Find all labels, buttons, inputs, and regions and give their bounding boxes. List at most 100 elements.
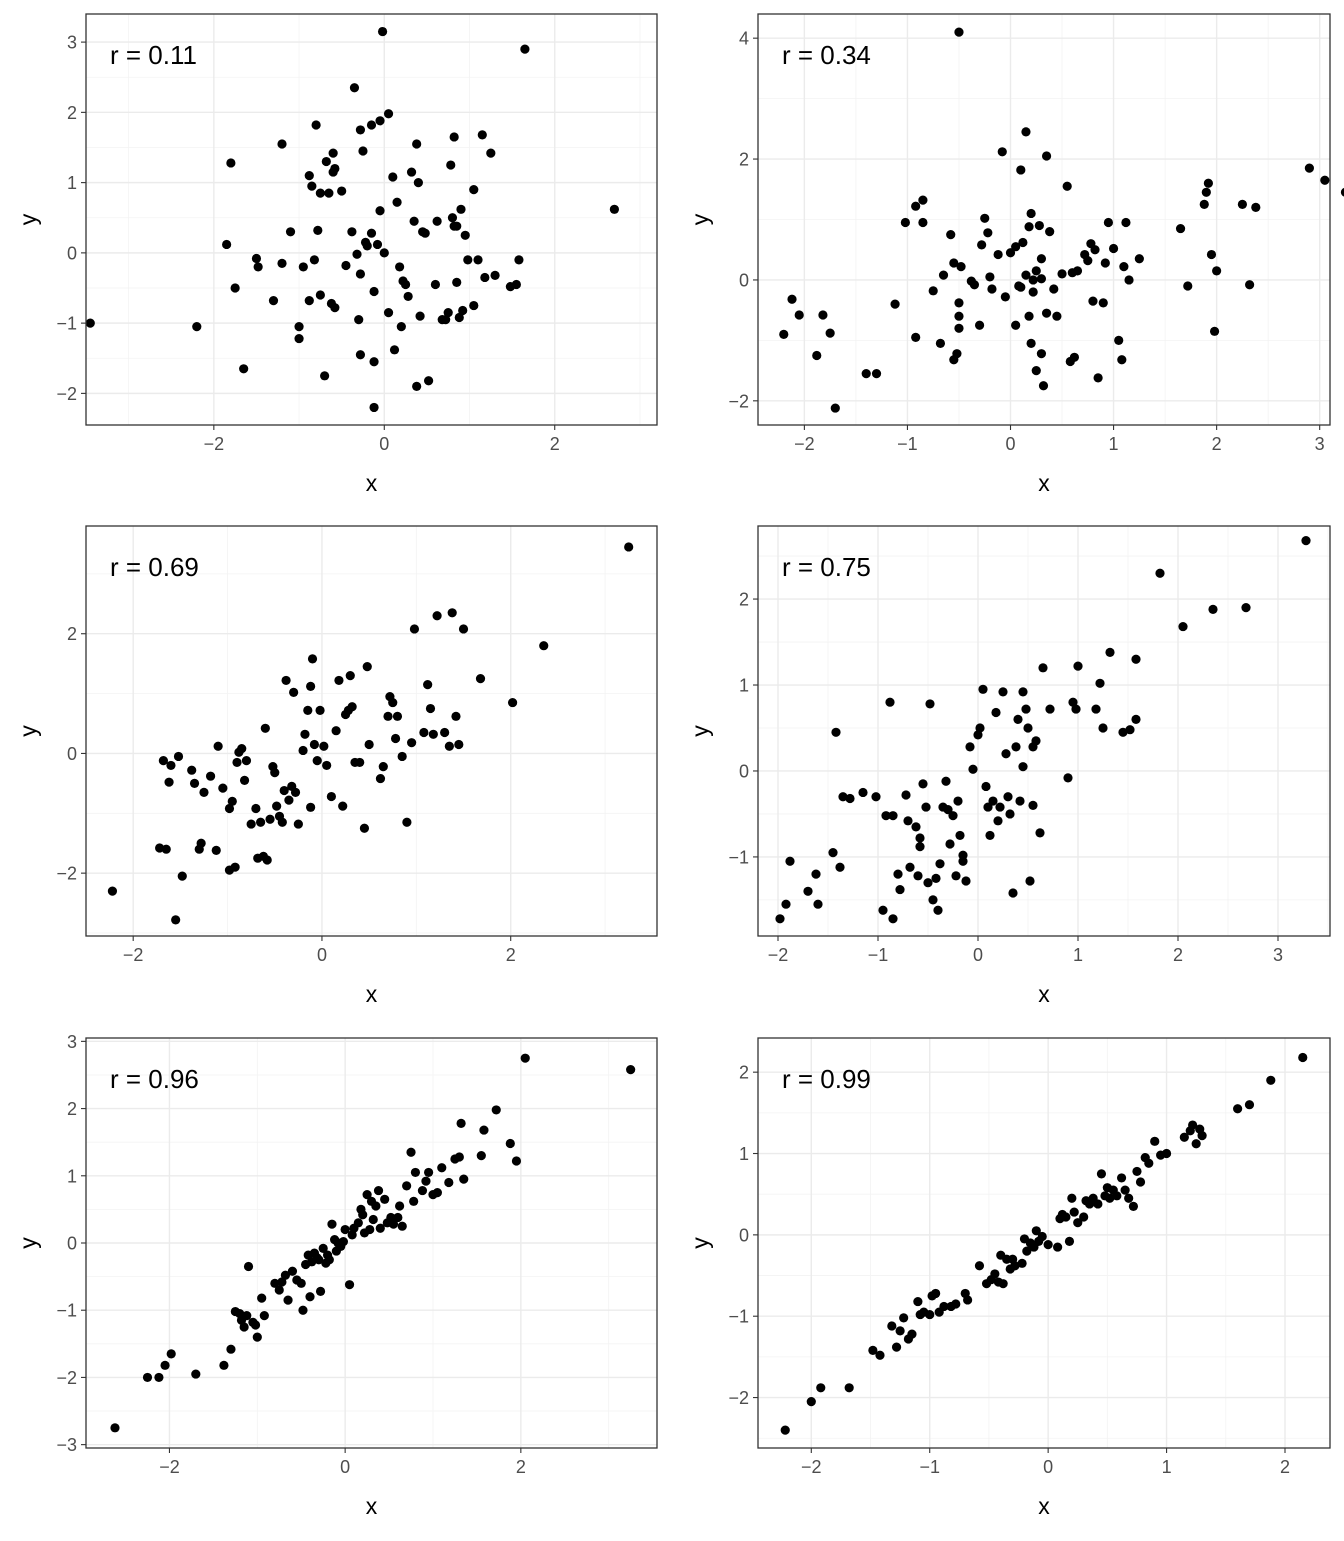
data-point: [931, 1288, 941, 1299]
data-point: [511, 1156, 522, 1166]
x-tick-label: 0: [973, 945, 983, 965]
data-point: [359, 823, 370, 833]
data-point: [369, 286, 379, 297]
data-point: [158, 756, 168, 766]
data-point: [1017, 1258, 1027, 1268]
data-point: [1001, 749, 1011, 759]
data-point: [1100, 258, 1110, 268]
data-point: [988, 796, 998, 806]
data-point: [905, 862, 915, 872]
data-point: [780, 1425, 790, 1435]
data-point: [373, 1185, 384, 1196]
x-tick-label: 1: [1109, 434, 1119, 454]
panel-background: [86, 526, 657, 936]
data-point: [230, 862, 240, 872]
data-point: [871, 792, 881, 802]
panel-2: −2 −1 0 1 2 3 −2 0 2 4 x y r = 0.34: [687, 13, 1344, 496]
data-point: [1016, 165, 1026, 175]
data-point: [1071, 704, 1081, 714]
data-point: [913, 871, 923, 881]
data-point: [918, 195, 928, 205]
data-point: [1098, 723, 1108, 733]
y-tick-label: −1: [728, 847, 749, 867]
data-point: [375, 773, 386, 784]
data-point: [1025, 876, 1035, 886]
data-point: [340, 1224, 350, 1235]
data-point: [473, 255, 483, 265]
data-point: [321, 156, 331, 167]
data-point: [409, 624, 420, 634]
data-point: [935, 859, 945, 869]
data-point: [211, 845, 221, 856]
data-point: [1031, 266, 1041, 276]
data-point: [933, 905, 943, 915]
data-point: [380, 1194, 390, 1204]
data-point: [1069, 352, 1080, 362]
data-point: [307, 181, 317, 191]
data-point: [813, 899, 823, 909]
x-tick-label: −2: [768, 945, 789, 965]
data-point: [830, 403, 840, 413]
data-point: [1095, 678, 1105, 688]
data-point: [307, 654, 318, 664]
data-point: [952, 349, 962, 359]
data-point: [259, 1310, 269, 1321]
data-point: [110, 1423, 120, 1433]
data-point: [388, 697, 398, 708]
data-point: [1000, 292, 1010, 302]
data-point: [1010, 1261, 1020, 1271]
data-point: [447, 608, 457, 618]
data-point: [1088, 296, 1098, 306]
data-point: [392, 711, 403, 721]
data-point: [825, 328, 835, 338]
data-point: [1212, 266, 1222, 276]
y-tick-label: 0: [739, 1225, 749, 1245]
data-point: [475, 674, 486, 684]
data-point: [787, 294, 797, 304]
y-axis-title: y: [15, 213, 41, 225]
data-point: [913, 1296, 923, 1307]
data-point: [1037, 1231, 1047, 1242]
data-point: [309, 739, 319, 750]
data-point: [347, 227, 357, 237]
data-point: [460, 230, 470, 240]
data-point: [303, 705, 313, 715]
data-point: [388, 172, 398, 182]
data-point: [1197, 1131, 1207, 1141]
data-point: [954, 311, 964, 321]
y-tick-label: 0: [739, 761, 749, 781]
data-point: [284, 795, 294, 805]
data-point: [1251, 202, 1261, 213]
data-point: [250, 1320, 261, 1330]
data-point: [327, 1219, 337, 1229]
data-point: [1062, 181, 1072, 191]
y-tick-label: 1: [739, 1144, 749, 1164]
data-point: [279, 785, 289, 796]
correlation-label: r = 0.96: [110, 1064, 199, 1094]
data-point: [1031, 366, 1041, 376]
y-tick-label: 3: [67, 33, 77, 53]
data-point: [407, 738, 417, 748]
data-point: [888, 811, 898, 821]
data-point: [463, 255, 473, 265]
data-point: [444, 1177, 454, 1188]
data-point: [265, 814, 275, 824]
data-point: [1052, 311, 1062, 321]
x-tick-label: −2: [159, 1457, 180, 1477]
y-axis-title: y: [687, 213, 713, 225]
data-point: [816, 1383, 826, 1393]
data-point: [432, 611, 442, 621]
data-point: [171, 915, 181, 925]
data-point: [1041, 151, 1052, 161]
data-point: [983, 228, 993, 238]
data-point: [1183, 281, 1193, 291]
data-point: [954, 298, 964, 308]
data-point: [1119, 262, 1129, 272]
data-point: [192, 322, 202, 332]
x-tick-label: 2: [506, 945, 516, 965]
data-point: [344, 1280, 355, 1290]
y-tick-label: −1: [728, 1307, 749, 1327]
x-tick-label: 0: [340, 1457, 350, 1477]
data-point: [1079, 1212, 1089, 1222]
data-point: [626, 1064, 636, 1075]
